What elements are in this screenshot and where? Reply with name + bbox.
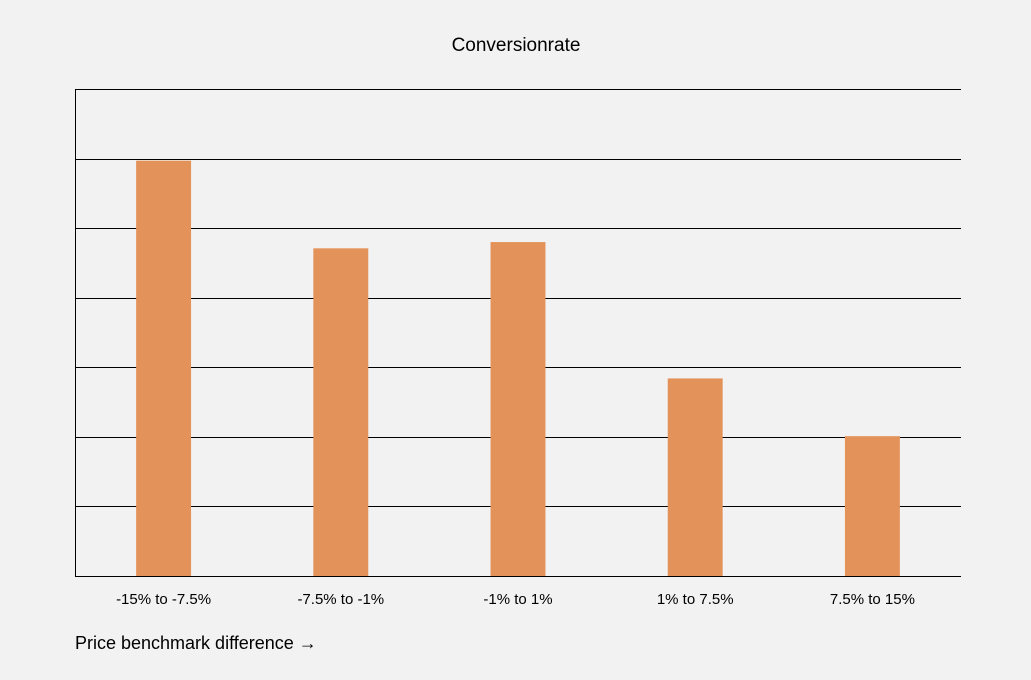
- bar-2: [313, 248, 369, 576]
- x-tick-label-2: -7.5% to -1%: [297, 591, 384, 608]
- x-tick-label-1: -15% to -7.5%: [116, 591, 211, 608]
- x-tick-label-4: 1% to 7.5%: [657, 591, 734, 608]
- x-tick-labels: -15% to -7.5% -7.5% to -1% -1% to 1% 1% to …: [116, 591, 915, 608]
- bar-5: [844, 436, 900, 576]
- x-axis-label: Price benchmark difference →: [75, 633, 317, 653]
- x-tick-label-3: -1% to 1%: [483, 591, 552, 608]
- bars: [136, 160, 900, 577]
- x-tick-label-5: 7.5% to 15%: [830, 591, 915, 608]
- chart-title: Conversionrate: [452, 35, 581, 56]
- bar-1: [136, 160, 192, 576]
- axes: [75, 89, 961, 577]
- bar-3: [490, 242, 546, 577]
- bar-4: [667, 378, 723, 576]
